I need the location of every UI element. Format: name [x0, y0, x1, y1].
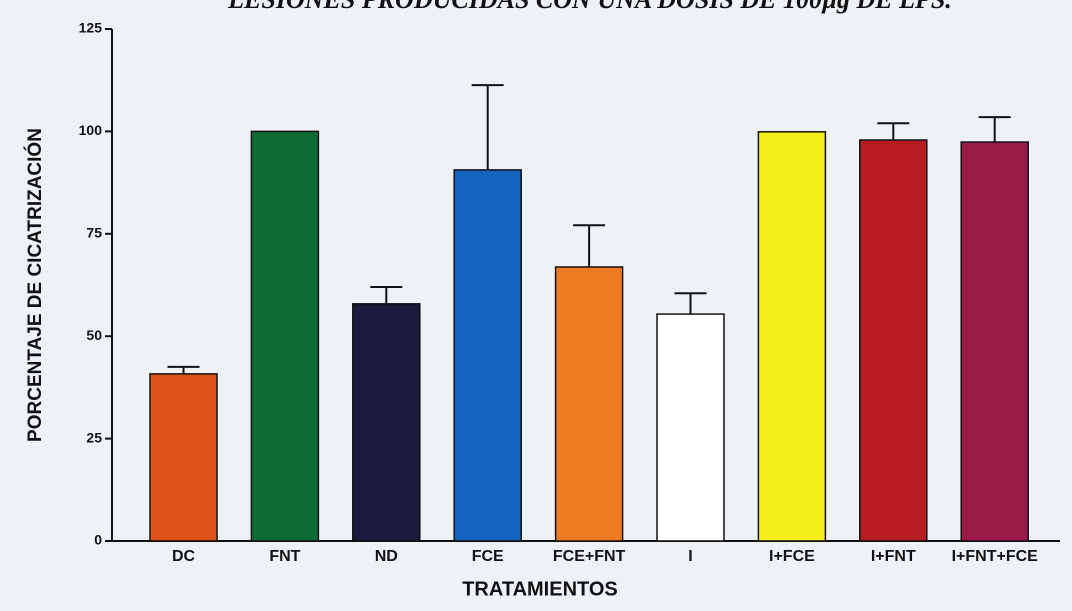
bar	[149, 373, 218, 542]
y-tick-label: 50	[86, 327, 102, 343]
x-axis-title: TRATAMIENTOS	[462, 578, 618, 600]
y-tick-label: 125	[79, 20, 103, 36]
y-tick-label: 75	[86, 225, 102, 241]
y-tick-label: 25	[86, 429, 102, 445]
bar	[859, 139, 928, 542]
chart-title: LESIONES PRODUCIDAS CON UNA DOSIS DE 100…	[227, 0, 952, 14]
bar	[960, 141, 1029, 542]
x-tick-label: DC	[172, 548, 196, 565]
x-tick-label: I+FCE	[769, 548, 815, 565]
bar	[656, 313, 725, 542]
x-tick-label: FNT	[269, 548, 300, 565]
x-tick-label: I+FNT	[871, 548, 916, 565]
bar	[352, 303, 421, 542]
y-tick-label: 0	[94, 532, 102, 548]
x-tick-label: I	[688, 548, 692, 565]
bar	[757, 131, 827, 542]
bar	[453, 169, 522, 542]
y-axis-title: PORCENTAJE DE CICATRIZACIÓN	[24, 128, 46, 442]
x-tick-label: FCE+FNT	[553, 548, 626, 565]
bar	[250, 130, 320, 542]
x-tick-label: I+FNT+FCE	[952, 548, 1039, 565]
y-tick-label: 100	[79, 122, 103, 138]
bar	[554, 266, 624, 542]
x-tick-label: ND	[375, 548, 398, 565]
x-tick-label: FCE	[472, 548, 504, 565]
